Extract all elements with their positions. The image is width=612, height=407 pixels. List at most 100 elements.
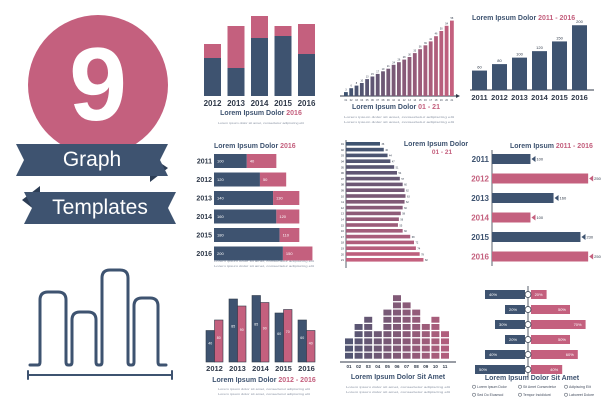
data-label: 74 [417,248,420,251]
data-label: 72 [416,242,419,245]
bar-21 [450,20,454,96]
block-03 [364,352,373,359]
promo-graphics [16,15,176,380]
block-09 [421,352,430,359]
bar-left [505,335,525,344]
block-08 [412,338,421,345]
graph-banner [16,144,168,176]
bar-top-2016 [282,246,313,261]
bar-09 [386,68,391,96]
bar-05 [365,79,369,96]
data-label-right: 50% [558,337,566,342]
chart-title: Lorem Ipsum Dolor Sit Amet [351,374,446,381]
block-05 [383,345,392,352]
legend-marker [518,392,522,397]
y-tick-label: 16 [341,229,345,233]
block-07 [402,309,411,316]
data-label: 100 [217,159,224,164]
data-label: 82 [425,259,428,262]
data-label: 42 [429,38,432,41]
y-tick-label: 11 [341,200,344,204]
y-tick-label: 13 [341,212,345,216]
grouped-bars-svg: 40 80 2012 85 90 2013 85 90 2014 60 70 2015 60 40 2016… [205,295,316,396]
data-label: 160 [217,214,224,219]
bar-base-2013 [227,68,245,96]
bar-base-2015 [214,228,280,242]
block-08 [412,309,421,316]
data-label: 36 [419,46,422,49]
block-04 [373,352,382,359]
bar-navy-2014 [251,295,261,363]
y-tick-label: 09 [341,189,345,193]
bar-navy-2012 [205,330,215,363]
x-tick-label: 11 [443,364,448,369]
chart-title: Lorem Ipsum Dolor 2011 - 2016 [472,15,575,22]
chart-caption: Lorem ipsum dolor sit amet, consectetur … [344,115,454,119]
bar-top-2012 [204,44,221,58]
data-label: 8 [356,82,358,85]
bar-base-2012 [204,58,221,96]
data-label: 40 [385,149,388,152]
data-label: 100 [516,52,523,57]
bar-2014 [492,212,531,223]
x-tick-label: 2012 [206,364,223,373]
block-05 [383,324,392,330]
bar-2014 [532,51,547,90]
data-label: 140 [217,196,224,201]
block-02 [354,324,363,330]
data-label: 150 [286,251,293,256]
block-01 [345,345,353,352]
data-label: 60 [300,336,304,340]
y-tick-label: 07 [341,177,345,181]
data-label-left: 40% [489,352,497,357]
bar-top-2015 [274,26,292,36]
bar-2012 [492,173,589,184]
x-tick-label: 19 [440,99,443,102]
bar-17 [346,234,411,239]
x-tick-label: 2012 [204,99,222,108]
bar-pink-2014 [260,302,270,363]
data-label: 120 [217,177,224,182]
block-07 [402,324,411,330]
block-10 [431,352,440,359]
chart-caption: Lorem ipsum dolor sit amet, consectetur … [218,121,304,125]
bar-2016 [492,251,589,262]
chart-title: Lorem Ipsum Dolor 2016 [214,143,296,150]
data-label: 63 [407,195,410,198]
data-label: 60 [477,65,482,70]
data-label: 160 [560,196,567,201]
x-tick-label: 2013 [227,99,245,108]
x-tick-label: 18 [435,99,438,102]
x-tick-label: 2013 [511,93,528,102]
bar-08 [381,71,385,96]
bar-base-2013 [214,191,274,205]
data-label: 21 [387,65,390,68]
block-09 [421,338,430,345]
bar-top-2012 [259,172,287,187]
y-tick-label: 2012 [196,177,212,184]
bar-right [531,320,586,329]
block-01 [345,338,353,345]
block-08 [412,345,421,352]
x-tick-label: 09 [423,364,429,369]
x-tick-label: 2014 [252,364,270,373]
bar-top-2014 [251,16,268,38]
x-axis-arrow [456,94,460,98]
block-07 [402,316,411,323]
x-tick-label: 17 [429,99,432,102]
data-label-right: 20% [535,292,543,297]
data-label: 6 [351,85,353,88]
y-tick-label: 12 [341,206,345,210]
x-tick-label: 03 [366,364,372,369]
data-label: 15 [371,73,374,76]
block-02 [354,331,363,338]
chart-caption: Lorem ipsum dolor sit amet, consectetur … [346,385,450,389]
x-tick-label: 2014 [251,99,269,108]
block-05 [383,316,392,323]
data-label: 50 [440,28,443,31]
data-label: 78 [421,253,424,256]
data-label: 110 [283,233,290,238]
y-tick-label: 2011 [472,155,490,164]
data-label-left: 30% [499,322,507,327]
data-label: 17 [376,70,379,73]
